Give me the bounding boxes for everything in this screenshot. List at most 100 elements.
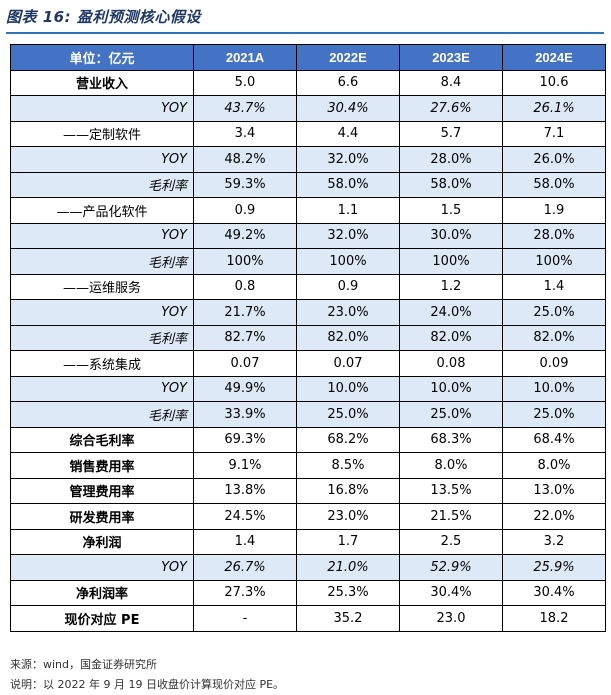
- header-2024e: 2024E: [502, 44, 606, 71]
- table-cell: 1.1: [296, 197, 400, 224]
- table-cell: 25.0%: [399, 401, 503, 428]
- header-2021a: 2021A: [193, 44, 297, 71]
- table-cell: 8.0%: [399, 452, 503, 479]
- figure-title: 图表 16: 盈利预测核心假设: [6, 8, 201, 26]
- table-cell: 58.0%: [502, 171, 606, 198]
- table-cell: 58.0%: [399, 171, 503, 198]
- table-cell: 82.0%: [502, 324, 606, 351]
- source-note: 来源：wind，国金证券研究所: [10, 658, 158, 671]
- row-label: YOY: [10, 375, 194, 402]
- table-cell: 82.7%: [193, 324, 297, 351]
- row-label: ——产品化软件: [10, 197, 194, 224]
- table-cell: 8.4: [399, 69, 503, 96]
- table-cell: 82.0%: [399, 324, 503, 351]
- table-cell: 25.9%: [502, 554, 606, 581]
- table-cell: 68.3%: [399, 426, 503, 453]
- row-label: 营业收入: [10, 69, 194, 96]
- title-divider: [6, 32, 604, 34]
- table-cell: 49.2%: [193, 222, 297, 249]
- row-label: 毛利率: [10, 324, 194, 351]
- table-cell: 0.07: [296, 350, 400, 377]
- row-label: YOY: [10, 554, 194, 581]
- table-cell: 0.07: [193, 350, 297, 377]
- table-cell: 100%: [502, 248, 606, 275]
- table-cell: 23.0: [399, 605, 503, 632]
- table-cell: 1.4: [193, 528, 297, 555]
- table-cell: 35.2: [296, 605, 400, 632]
- table-row: YOY 21.7% 23.0% 24.0% 25.0%: [10, 299, 606, 326]
- table-cell: 18.2: [502, 605, 606, 632]
- row-label: 管理费用率: [10, 477, 194, 504]
- table-cell: 23.0%: [296, 503, 400, 530]
- table-cell: 3.4: [193, 120, 297, 147]
- table-cell: 25.3%: [296, 579, 400, 606]
- table-cell: 0.9: [193, 197, 297, 224]
- table-cell: 21.7%: [193, 299, 297, 326]
- row-label: ——系统集成: [10, 350, 194, 377]
- table-cell: 4.4: [296, 120, 400, 147]
- row-label: YOY: [10, 222, 194, 249]
- table-cell: 100%: [296, 248, 400, 275]
- row-label: ——运维服务: [10, 273, 194, 300]
- table-row: 毛利率 33.9% 25.0% 25.0% 25.0%: [10, 401, 606, 428]
- table-cell: 1.4: [502, 273, 606, 300]
- table-row: 毛利率 59.3% 58.0% 58.0% 58.0%: [10, 171, 606, 198]
- row-label: ——定制软件: [10, 120, 194, 147]
- table-row: ——运维服务 0.8 0.9 1.2 1.4: [10, 273, 606, 300]
- table-row: 毛利率 82.7% 82.0% 82.0% 82.0%: [10, 324, 606, 351]
- footnote: 说明：以 2022 年 9 月 19 日收盘价计算现价对应 PE。: [10, 678, 285, 691]
- table-cell: 23.0%: [296, 299, 400, 326]
- table-cell: 82.0%: [296, 324, 400, 351]
- table-row: ——系统集成 0.07 0.07 0.08 0.09: [10, 350, 606, 377]
- table-cell: 13.5%: [399, 477, 503, 504]
- table-cell: 30.0%: [399, 222, 503, 249]
- table-cell: 8.5%: [296, 452, 400, 479]
- table-row: YOY 49.2% 32.0% 30.0% 28.0%: [10, 222, 606, 249]
- table-cell: 0.8: [193, 273, 297, 300]
- row-label: YOY: [10, 146, 194, 173]
- table-cell: 10.0%: [399, 375, 503, 402]
- table-cell: 26.7%: [193, 554, 297, 581]
- table-cell: 68.4%: [502, 426, 606, 453]
- table-cell: 28.0%: [399, 146, 503, 173]
- table-cell: 0.09: [502, 350, 606, 377]
- table-row: ——定制软件 3.4 4.4 5.7 7.1: [10, 120, 606, 147]
- row-label: 净利润率: [10, 579, 194, 606]
- table-cell: 52.9%: [399, 554, 503, 581]
- header-2023e: 2023E: [399, 44, 503, 71]
- table-cell: 24.0%: [399, 299, 503, 326]
- table-cell: 21.0%: [296, 554, 400, 581]
- table-cell: 26.1%: [502, 95, 606, 122]
- table-cell: 13.8%: [193, 477, 297, 504]
- table-header-row: 单位：亿元 2021A 2022E 2023E 2024E: [10, 44, 606, 71]
- table-cell: 7.1: [502, 120, 606, 147]
- table-cell: 30.4%: [296, 95, 400, 122]
- table-cell: 9.1%: [193, 452, 297, 479]
- table-cell: -: [193, 605, 297, 632]
- table-cell: 0.9: [296, 273, 400, 300]
- table-cell: 27.3%: [193, 579, 297, 606]
- table-cell: 25.0%: [502, 299, 606, 326]
- table-cell: 27.6%: [399, 95, 503, 122]
- table-cell: 21.5%: [399, 503, 503, 530]
- table-row: 研发费用率 24.5% 23.0% 21.5% 22.0%: [10, 503, 606, 530]
- table-cell: 5.0: [193, 69, 297, 96]
- table-cell: 69.3%: [193, 426, 297, 453]
- table-cell: 25.0%: [502, 401, 606, 428]
- table-cell: 10.6: [502, 69, 606, 96]
- table-cell: 48.2%: [193, 146, 297, 173]
- table-cell: 1.9: [502, 197, 606, 224]
- table-cell: 59.3%: [193, 171, 297, 198]
- row-label: 销售费用率: [10, 452, 194, 479]
- table-cell: 24.5%: [193, 503, 297, 530]
- table-cell: 13.0%: [502, 477, 606, 504]
- table-cell: 33.9%: [193, 401, 297, 428]
- table-row: 营业收入 5.0 6.6 8.4 10.6: [10, 69, 606, 96]
- table-cell: 26.0%: [502, 146, 606, 173]
- table-cell: 25.0%: [296, 401, 400, 428]
- table-cell: 58.0%: [296, 171, 400, 198]
- row-label: YOY: [10, 95, 194, 122]
- row-label: 毛利率: [10, 248, 194, 275]
- table-cell: 49.9%: [193, 375, 297, 402]
- table-row: 销售费用率 9.1% 8.5% 8.0% 8.0%: [10, 452, 606, 479]
